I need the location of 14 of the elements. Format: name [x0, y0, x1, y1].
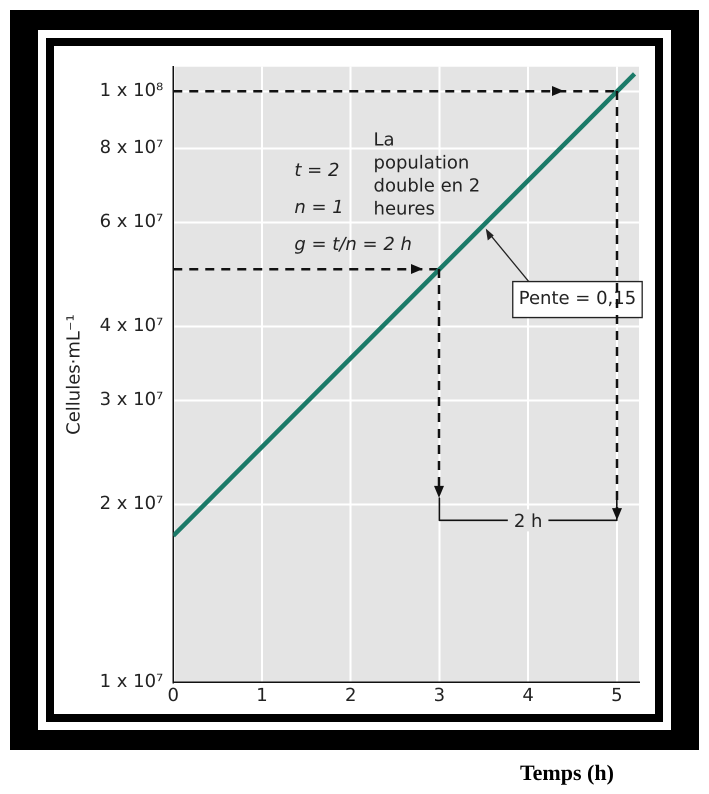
x-axis-title: Temps (h) — [520, 760, 614, 786]
x-tick-label: 4 — [522, 684, 534, 706]
x-tick-label: 5 — [611, 684, 623, 706]
annotation: 2 h — [514, 511, 542, 532]
annotation: Pente = 0,15 — [518, 288, 636, 310]
annotation: t = 2 — [294, 160, 340, 182]
x-tick-label: 0 — [168, 684, 179, 706]
annotation: La population double en 2 heures — [374, 129, 480, 220]
annotation: n = 1 — [294, 197, 344, 218]
x-tick-label: 1 — [256, 684, 268, 706]
y-tick-label: 1 x 10⁸ — [100, 80, 164, 101]
x-tick-label: 3 — [434, 684, 446, 706]
y-axis-title: Cellules·mL⁻¹ — [63, 314, 84, 435]
x-tick-label: 2 — [344, 684, 356, 706]
